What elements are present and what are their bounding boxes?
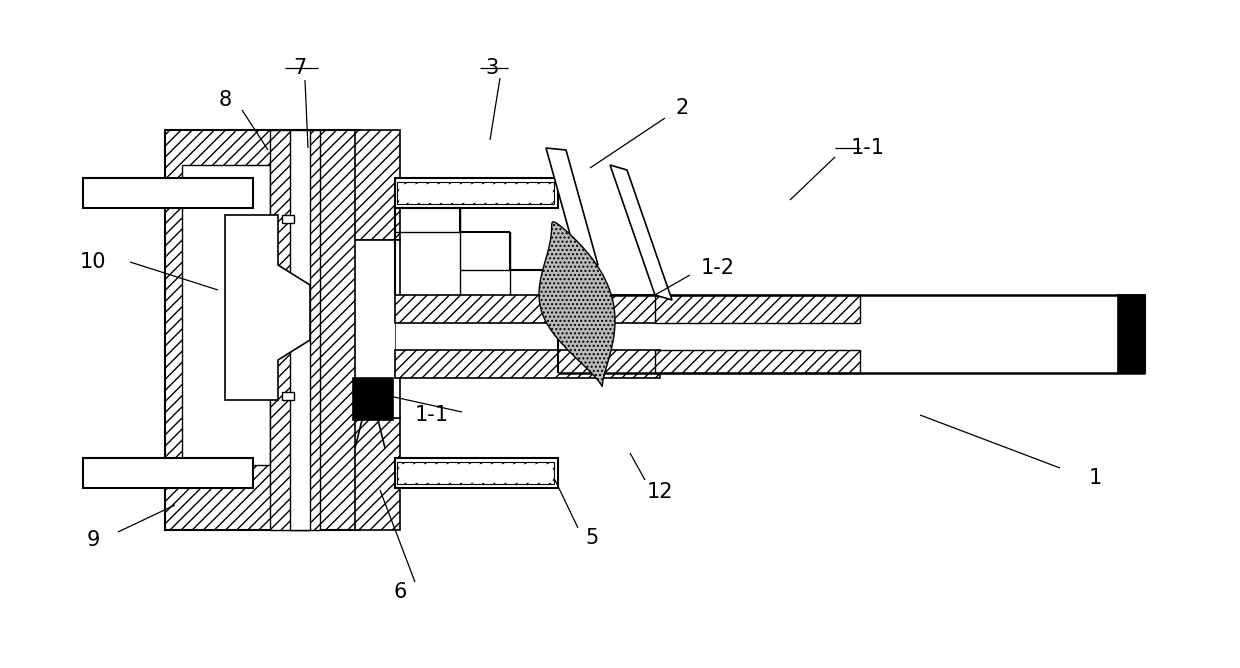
Text: 10: 10: [79, 252, 107, 272]
Bar: [655, 295, 861, 323]
Bar: [281, 392, 294, 400]
Text: 1-1: 1-1: [851, 138, 885, 158]
Polygon shape: [610, 165, 672, 300]
Bar: [1118, 295, 1145, 373]
Bar: [355, 130, 401, 240]
Bar: [290, 130, 310, 530]
Text: 7: 7: [294, 58, 306, 78]
Text: 3: 3: [485, 58, 498, 78]
Bar: [655, 350, 861, 373]
Bar: [558, 295, 1148, 373]
Bar: [396, 350, 660, 378]
Bar: [355, 418, 401, 530]
Text: 1-1: 1-1: [415, 405, 449, 425]
Bar: [83, 178, 253, 208]
Text: 6: 6: [393, 582, 407, 602]
Text: 5: 5: [585, 528, 599, 548]
Bar: [83, 458, 253, 488]
Bar: [558, 323, 1148, 350]
Bar: [165, 130, 360, 530]
Bar: [355, 240, 401, 418]
Text: 12: 12: [647, 482, 673, 502]
Bar: [396, 458, 558, 488]
Bar: [399, 464, 552, 482]
Polygon shape: [539, 222, 615, 386]
Text: 8: 8: [218, 90, 232, 110]
Polygon shape: [224, 215, 310, 400]
Bar: [270, 130, 320, 530]
Bar: [396, 295, 660, 323]
Text: 1-2: 1-2: [701, 258, 735, 278]
Bar: [353, 378, 393, 420]
Text: 2: 2: [676, 98, 688, 118]
Bar: [396, 322, 660, 350]
Bar: [182, 165, 270, 465]
Bar: [396, 178, 558, 208]
Text: 9: 9: [87, 530, 99, 550]
Bar: [397, 462, 554, 484]
Text: 1: 1: [1089, 468, 1101, 488]
Bar: [397, 182, 554, 204]
Polygon shape: [546, 148, 598, 265]
Bar: [281, 215, 294, 223]
Bar: [399, 184, 552, 202]
